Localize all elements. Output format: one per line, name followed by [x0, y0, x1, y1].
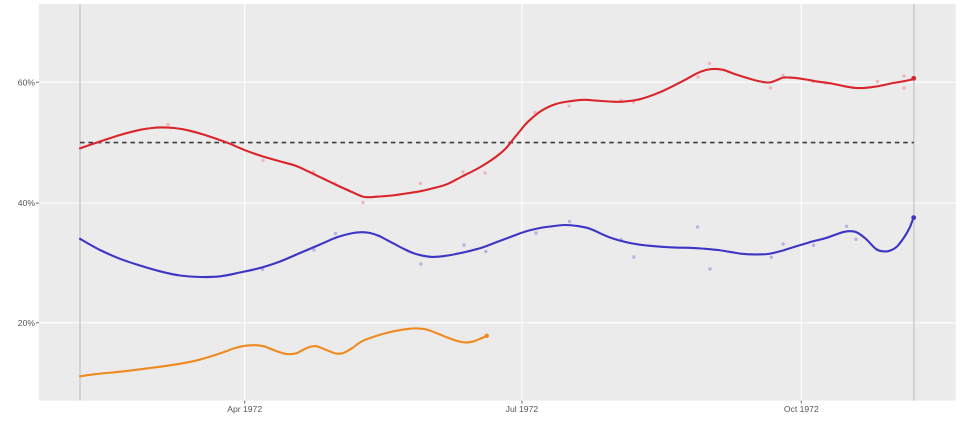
svg-text:Jul 1972: Jul 1972 [506, 404, 539, 414]
svg-text:60%: 60% [18, 77, 36, 87]
svg-text:Oct 1972: Oct 1972 [784, 404, 819, 414]
svg-text:20%: 20% [18, 318, 36, 328]
svg-text:Apr 1972: Apr 1972 [227, 404, 262, 414]
svg-text:40%: 40% [18, 198, 36, 208]
